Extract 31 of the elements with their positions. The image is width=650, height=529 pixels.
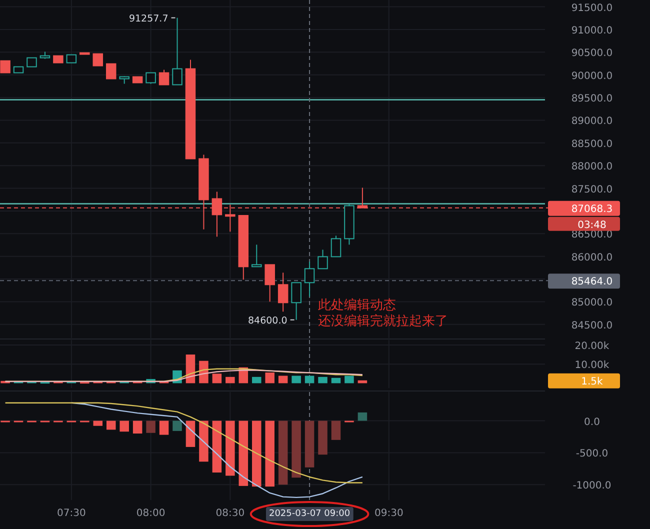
x-tick-label: 08:30 — [216, 508, 245, 519]
y-tick-label: -1000.0 — [572, 480, 612, 492]
y-tick-label: 90000.0 — [571, 70, 613, 82]
y-tick-label: 90500.0 — [571, 48, 613, 60]
y-tick-label: 87500.0 — [571, 184, 613, 196]
y-tick-label: 86000.0 — [571, 252, 613, 264]
ref-line-label: 87068.3 — [571, 204, 613, 215]
x-tick-label: 08:00 — [136, 508, 166, 519]
y-tick-label: 89000.0 — [571, 116, 613, 128]
x-tick-label: 07:30 — [57, 508, 86, 519]
annotation: 91257.7 — [128, 13, 168, 24]
text: 03:48 — [578, 220, 606, 231]
y-tick-label: 10.00k — [574, 360, 610, 372]
text: 1.5k — [581, 376, 604, 388]
y-tick-label: 88000.0 — [571, 162, 613, 173]
y-tick-label: 91000.0 — [571, 25, 613, 36]
y-tick-label: -500.0 — [576, 448, 608, 460]
y-tick-label: 91500.0 — [571, 2, 613, 14]
y-tick-label: 89500.0 — [571, 94, 613, 105]
annotation: 还没编辑完就拉起来了 — [318, 313, 448, 329]
ref-line-label: 85464.0 — [571, 276, 613, 288]
annotation: 84600.0 — [248, 315, 288, 326]
y-tick-label: 85000.0 — [571, 298, 613, 309]
y-tick-label: 86500.0 — [571, 230, 613, 241]
y-tick-label: 20.00k — [574, 340, 610, 352]
x-tick-label: 09:30 — [374, 508, 404, 519]
y-tick-label: 88500.0 — [571, 138, 613, 150]
annotation: 此处编辑动态 — [318, 298, 396, 313]
y-tick-label: 84500.0 — [571, 320, 613, 332]
ref-line-label: 2025-03-07 09:00 — [268, 509, 350, 519]
y-tick-label: 0.0 — [584, 416, 600, 428]
